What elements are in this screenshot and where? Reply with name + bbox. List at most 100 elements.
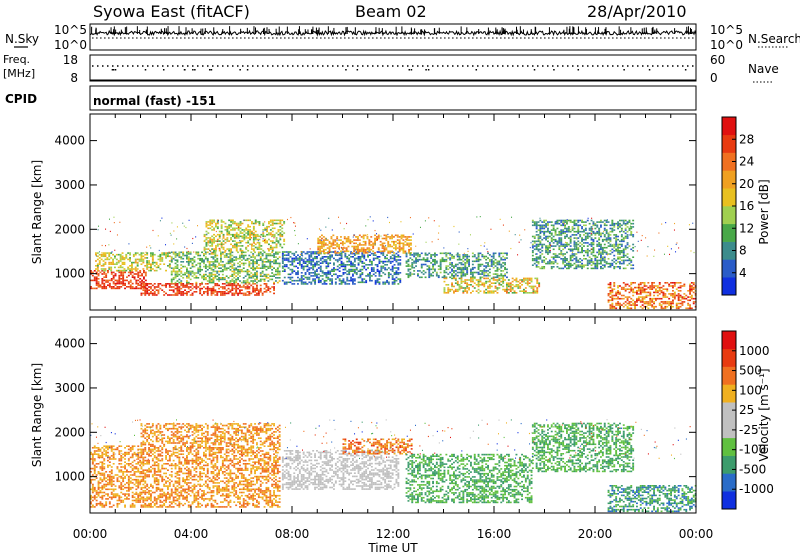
data-cell — [350, 268, 352, 271]
data-cell — [148, 263, 150, 265]
data-cell — [246, 273, 249, 276]
data-cell — [351, 252, 354, 254]
data-cell — [509, 284, 512, 286]
data-cell — [182, 251, 185, 254]
data-cell — [492, 276, 495, 279]
data-cell — [662, 307, 665, 310]
data-cell — [237, 222, 240, 225]
data-cell — [129, 271, 132, 274]
data-cell — [432, 271, 434, 274]
data-cell — [208, 277, 211, 279]
data-cell — [304, 252, 307, 255]
data-cell — [340, 265, 343, 268]
data-cell — [306, 276, 309, 279]
data-cell — [230, 237, 232, 239]
data-cell — [124, 282, 126, 285]
data-cell — [230, 225, 232, 228]
data-cell — [252, 280, 255, 282]
data-cell — [690, 290, 693, 292]
data-cell — [242, 270, 245, 273]
data-cell — [297, 262, 299, 264]
data-cell — [141, 273, 143, 275]
data-cell — [366, 248, 369, 251]
data-cell — [395, 279, 398, 282]
data-cell — [340, 275, 343, 277]
data-cell — [391, 267, 394, 269]
data-cell — [97, 274, 100, 277]
data-cell — [449, 263, 452, 266]
data-cell — [316, 260, 318, 263]
data-cell — [98, 251, 100, 253]
data-cell — [161, 284, 164, 287]
data-cell — [500, 265, 503, 267]
data-cell — [324, 239, 327, 241]
data-cell — [458, 262, 461, 264]
data-cell — [454, 279, 457, 281]
data-cell — [242, 267, 245, 269]
data-cell — [374, 240, 376, 243]
data-cell — [601, 251, 604, 254]
data-cell — [114, 255, 116, 258]
beam-title: Beam 02 — [355, 2, 427, 21]
data-cell — [647, 302, 650, 305]
data-cell — [216, 283, 219, 285]
data-cell — [655, 305, 657, 308]
data-cell — [326, 244, 329, 246]
data-cell — [564, 246, 566, 249]
data-cell — [254, 280, 256, 282]
data-cell — [467, 250, 469, 252]
data-cell — [628, 229, 631, 231]
data-cell — [256, 286, 258, 288]
data-cell — [338, 267, 341, 269]
data-cell — [104, 252, 107, 254]
data-cell — [412, 233, 414, 235]
data-cell — [247, 230, 250, 233]
data-cell — [479, 284, 482, 286]
data-cell — [220, 221, 223, 223]
data-cell — [492, 255, 495, 258]
data-cell — [511, 292, 514, 294]
data-cell — [435, 260, 438, 263]
data-cell — [488, 260, 491, 263]
data-cell — [622, 282, 625, 284]
data-cell — [656, 294, 659, 297]
data-cell — [249, 219, 251, 222]
data-cell — [548, 232, 551, 235]
data-cell — [494, 273, 497, 275]
data-cell — [550, 262, 553, 265]
data-cell — [488, 274, 491, 277]
data-cell — [443, 271, 446, 274]
data-cell — [252, 232, 255, 234]
data-cell — [237, 241, 240, 244]
data-cell — [641, 288, 644, 290]
data-cell — [598, 245, 601, 247]
data-cell — [624, 237, 627, 239]
data-cell — [291, 252, 294, 255]
data-cell — [500, 266, 503, 269]
data-cell — [547, 251, 549, 254]
data-cell — [189, 273, 192, 276]
data-cell — [643, 288, 646, 290]
data-cell — [142, 289, 145, 291]
data-cell — [605, 237, 608, 239]
data-cell — [492, 292, 495, 294]
data-cell — [586, 250, 589, 252]
data-cell — [273, 283, 275, 285]
data-cell — [144, 265, 147, 267]
data-cell — [195, 283, 198, 285]
data-cell — [387, 276, 390, 279]
data-cell — [155, 263, 158, 265]
data-cell — [350, 265, 352, 268]
data-cell — [256, 281, 258, 284]
data-cell — [251, 230, 253, 233]
data-cell — [123, 261, 126, 264]
data-cell — [297, 267, 299, 269]
data-cell — [554, 253, 557, 255]
data-cell — [297, 279, 299, 282]
data-cell — [340, 242, 342, 245]
data-cell — [312, 268, 315, 271]
data-cell — [263, 291, 266, 293]
data-cell — [511, 277, 514, 280]
data-cell — [287, 281, 290, 284]
data-cell — [252, 261, 255, 263]
